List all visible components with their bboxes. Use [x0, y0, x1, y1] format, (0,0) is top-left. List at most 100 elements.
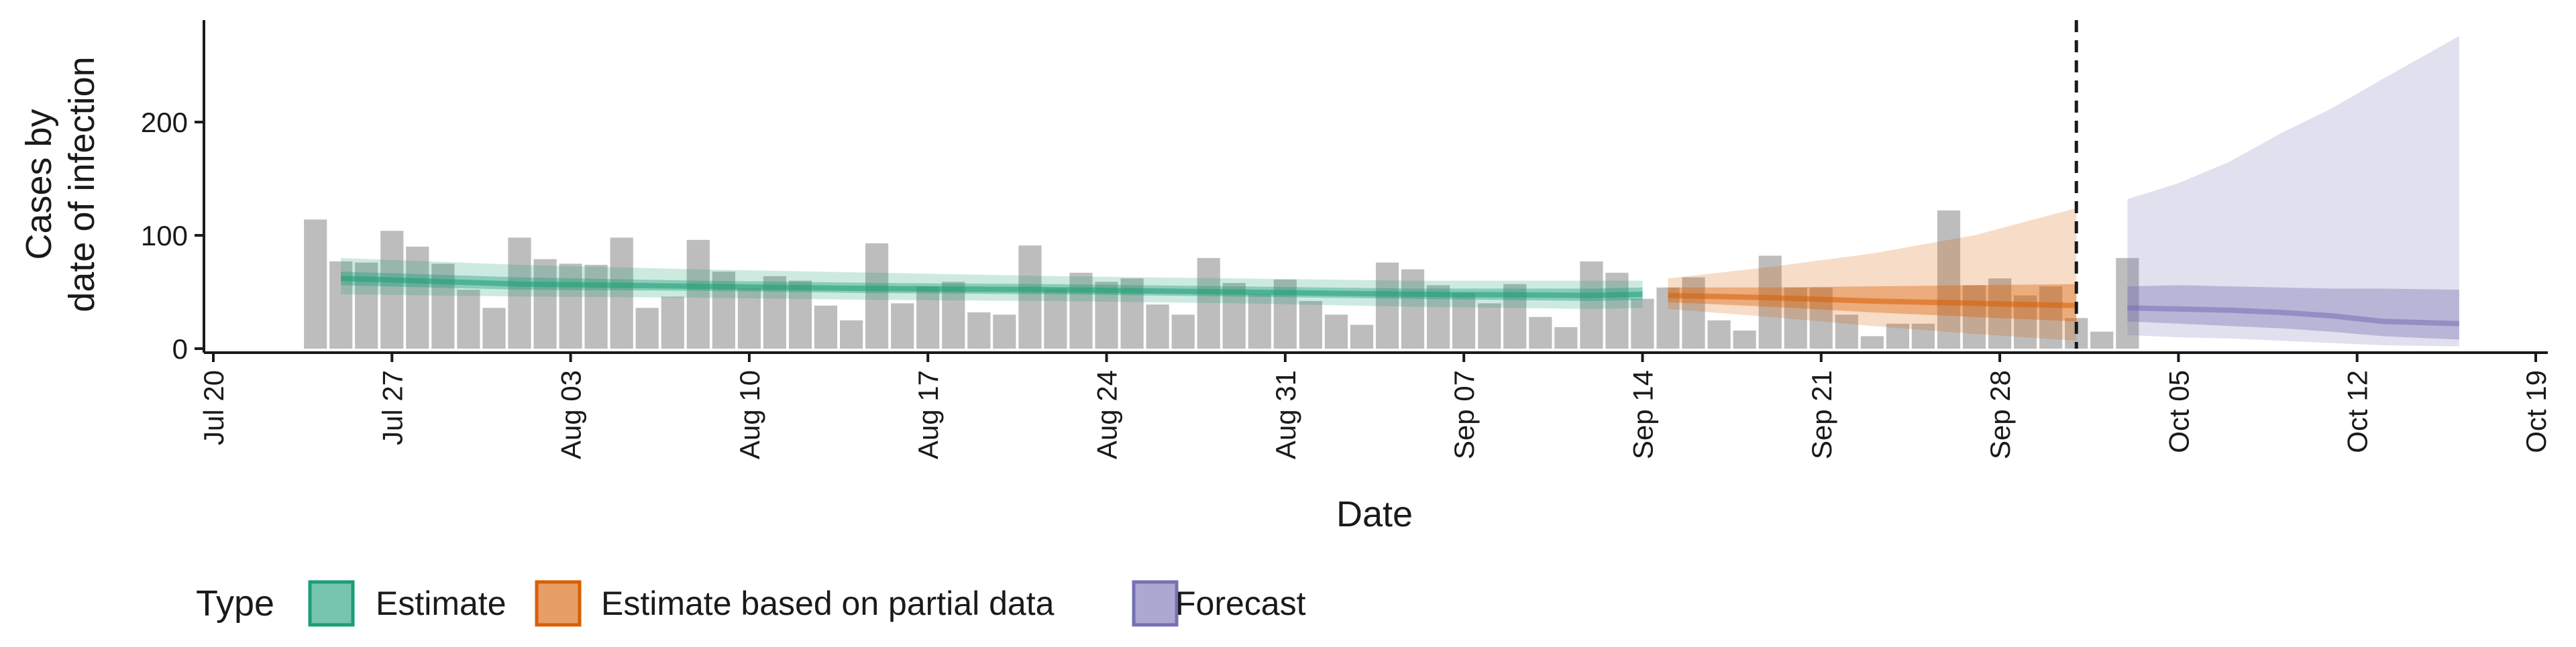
case-bar — [1554, 327, 1578, 349]
legend-entry-estimate: Estimate — [308, 580, 506, 627]
case-bar — [891, 303, 914, 349]
x-tick-label: Aug 17 — [912, 370, 944, 459]
case-bar — [533, 259, 557, 349]
outer-interval-band — [1668, 208, 2077, 341]
case-bar — [1146, 304, 1169, 349]
case-bar — [559, 263, 582, 349]
case-bar — [610, 237, 633, 349]
case-bar — [1452, 293, 1476, 349]
case-bar — [1197, 257, 1220, 349]
x-tick-label: Sep 14 — [1627, 370, 1658, 459]
case-bar — [1682, 277, 1705, 349]
legend-entry-forecast: Forecast — [1132, 580, 1306, 627]
case-bar — [1350, 325, 1374, 349]
case-bar — [380, 231, 404, 349]
case-bar — [788, 280, 812, 349]
y-axis-ticks: 0 100 200 — [141, 107, 204, 365]
legend-entry-partial: Estimate based on partial data — [535, 580, 1055, 627]
case-bar — [2039, 286, 2063, 349]
case-bar — [1886, 323, 1909, 349]
legend-label-estimate: Estimate — [376, 585, 506, 622]
case-bar — [1069, 272, 1093, 349]
case-bar — [814, 305, 838, 349]
legend-label-partial: Estimate based on partial data — [601, 585, 1055, 622]
outer-interval-band — [2127, 36, 2459, 347]
case-bar — [1375, 262, 1399, 349]
case-bar — [967, 312, 991, 349]
case-bar — [942, 282, 965, 349]
case-bar — [457, 290, 480, 349]
case-bar — [993, 314, 1016, 349]
case-bar — [1758, 255, 1782, 349]
case-bar — [1911, 323, 1935, 349]
observed-cases-bars — [304, 210, 2139, 349]
median-line — [2127, 305, 2460, 327]
case-bar — [1988, 278, 2012, 349]
case-bar — [1605, 272, 1629, 349]
case-bar — [1937, 210, 1961, 349]
case-bar — [737, 288, 761, 349]
legend-swatch-estimate — [308, 580, 355, 627]
y-tick-label: 200 — [141, 107, 188, 138]
band-group-1 — [1668, 208, 2077, 341]
legend-title: Type — [196, 583, 274, 624]
estimate-bands — [341, 36, 2460, 347]
x-tick-label: Jul 20 — [198, 370, 229, 445]
band-group-0 — [341, 257, 1643, 309]
case-bar — [304, 219, 327, 349]
case-bar — [916, 286, 940, 349]
case-bar — [1631, 298, 1654, 349]
legend-label-forecast: Forecast — [1175, 585, 1306, 622]
band-group-2 — [2127, 36, 2460, 347]
case-bar — [482, 308, 506, 349]
outer-interval-band — [341, 257, 1643, 309]
case-bar — [1324, 314, 1348, 349]
y-axis-title: Cases by date of infection — [19, 56, 102, 312]
case-bar — [1707, 320, 1731, 349]
x-tick-label: Sep 21 — [1806, 370, 1837, 459]
case-bar — [2116, 257, 2139, 349]
case-bar — [1299, 301, 1322, 349]
case-bar — [661, 296, 684, 349]
case-bar — [1478, 303, 1501, 349]
case-bar — [686, 239, 710, 349]
case-bar — [1018, 245, 1042, 349]
x-axis-ticks: Jul 20 Jul 27 Aug 03 Aug 10 Aug 17 Aug 24 Aug … — [198, 353, 2552, 459]
x-tick-label: Oct 12 — [2342, 370, 2373, 453]
x-tick-label: Oct 05 — [2163, 370, 2194, 453]
case-bar — [406, 246, 429, 349]
case-bar — [1529, 316, 1552, 349]
y-tick-label: 100 — [141, 220, 188, 251]
y-axis-title-line-1: Cases by — [19, 109, 59, 259]
median-line — [1668, 292, 2077, 308]
x-tick-label: Sep 07 — [1448, 370, 1480, 459]
legend: Type Estimate Estimate based on partial … — [196, 580, 1306, 627]
legend-swatch-partial — [535, 580, 582, 627]
x-tick-label: Sep 28 — [1984, 370, 2016, 459]
case-bar — [2090, 331, 2114, 349]
case-bar — [865, 243, 889, 349]
case-bar — [508, 237, 531, 349]
x-tick-label: Aug 31 — [1270, 370, 1301, 459]
case-bar — [1835, 314, 1858, 349]
legend-swatch-forecast — [1132, 580, 1179, 627]
x-tick-label: Aug 03 — [555, 370, 587, 459]
y-tick-label: 0 — [172, 333, 188, 365]
case-bar — [1733, 331, 1756, 349]
case-bar — [1248, 294, 1271, 349]
case-bar — [1860, 336, 1884, 349]
x-tick-label: Oct 19 — [2520, 370, 2552, 453]
x-tick-label: Aug 10 — [734, 370, 765, 459]
case-bar — [1401, 269, 1425, 349]
x-tick-label: Aug 24 — [1091, 370, 1123, 459]
y-axis-title-line-2: date of infection — [62, 56, 102, 312]
case-bar — [1962, 285, 1986, 349]
x-tick-label: Jul 27 — [376, 370, 408, 445]
case-bar — [1171, 314, 1195, 349]
median-line — [341, 276, 1643, 298]
case-bar — [635, 308, 659, 349]
case-bar — [584, 265, 608, 349]
case-bar — [840, 320, 863, 349]
